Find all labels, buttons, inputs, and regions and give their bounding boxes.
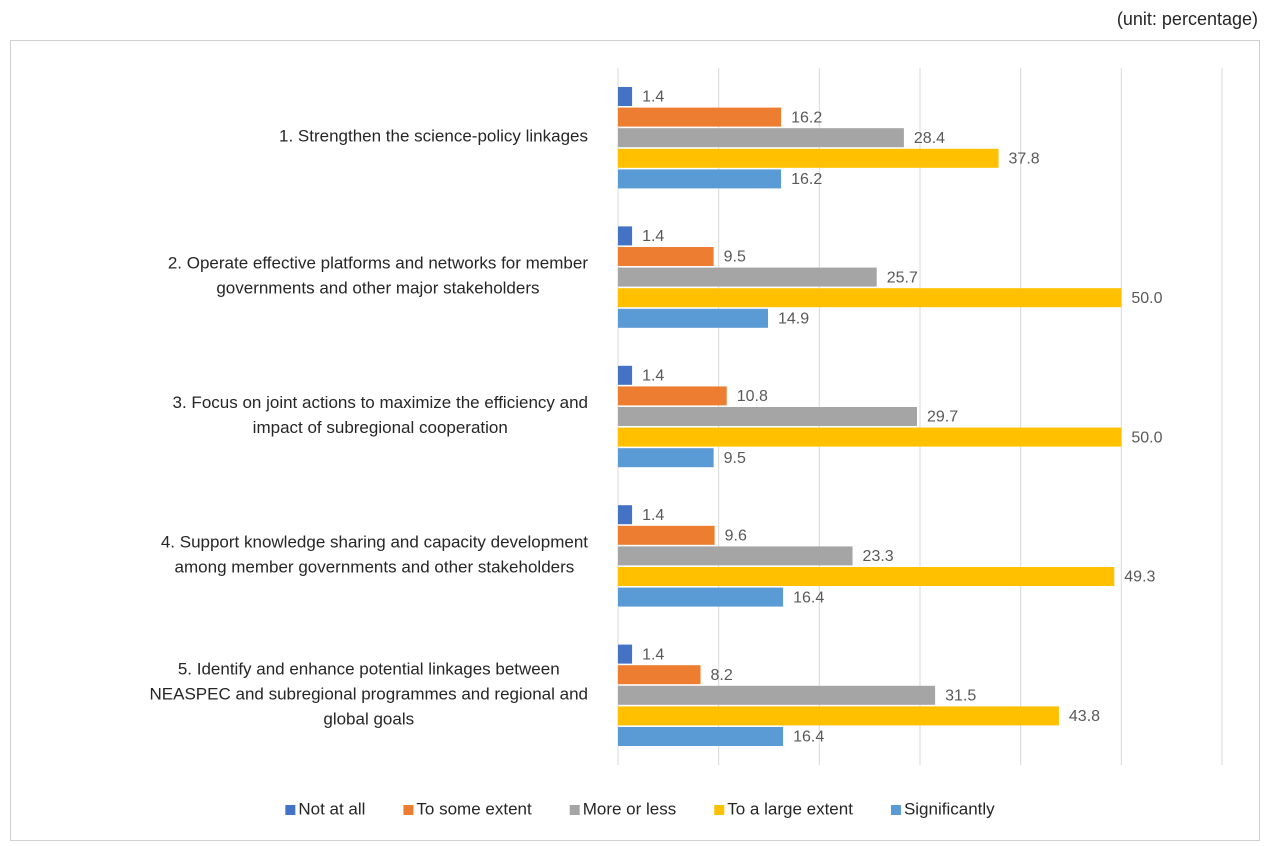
data-label: 1.4 <box>642 89 664 106</box>
bar <box>618 247 714 266</box>
bar <box>618 308 768 328</box>
unit-label: (unit: percentage) <box>1117 9 1258 29</box>
chart-frame <box>10 40 1260 841</box>
category-line: 4. Support knowledge sharing and capacit… <box>161 533 588 552</box>
bar <box>618 706 1059 726</box>
bar <box>618 685 936 705</box>
legend-swatch <box>285 805 296 815</box>
category-line: 1. Strengthen the science-policy linkage… <box>279 127 588 146</box>
bar <box>618 644 633 664</box>
legend-item: To a large extent <box>714 799 853 818</box>
category-label: 1. Strengthen the science-policy linkage… <box>279 127 588 146</box>
data-label: 37.8 <box>1009 151 1040 168</box>
bar <box>618 665 701 685</box>
data-label: 8.2 <box>711 667 733 684</box>
category-label: 2. Operate effective platforms and netwo… <box>168 254 588 298</box>
legend-swatch <box>569 805 580 815</box>
data-label: 16.2 <box>791 171 822 188</box>
bar <box>618 525 715 545</box>
bar <box>618 727 784 746</box>
legend-swatch <box>890 805 901 815</box>
data-label: 28.4 <box>914 130 945 147</box>
bar <box>618 169 782 189</box>
data-label: 1.4 <box>642 228 664 245</box>
bar <box>618 288 1122 308</box>
legend-swatch <box>714 805 725 815</box>
bar <box>618 107 782 127</box>
bar <box>618 386 727 406</box>
category-label: 3. Focus on joint actions to maximize th… <box>173 393 588 437</box>
bar <box>618 148 999 168</box>
category-line: 2. Operate effective platforms and netwo… <box>168 254 588 273</box>
data-label: 50.0 <box>1131 290 1162 307</box>
legend-label: To a large extent <box>727 799 853 818</box>
bar <box>618 505 633 525</box>
bar <box>618 128 904 148</box>
data-label: 29.7 <box>927 409 958 426</box>
legend-label: More or less <box>583 799 677 818</box>
bar <box>618 587 784 607</box>
data-label: 1.4 <box>642 646 664 663</box>
data-label: 43.8 <box>1069 708 1100 725</box>
data-label: 25.7 <box>887 269 918 286</box>
bar <box>618 87 633 106</box>
data-label: 9.5 <box>724 450 746 467</box>
legend-label: To some extent <box>416 799 532 818</box>
legend-swatch <box>403 805 414 815</box>
data-label: 9.6 <box>725 528 747 545</box>
data-label: 49.3 <box>1124 569 1155 586</box>
legend-label: Not at all <box>298 799 365 818</box>
data-label: 10.8 <box>737 388 768 405</box>
category-line: global goals <box>323 710 414 729</box>
data-label: 16.4 <box>793 729 824 746</box>
legend-item: More or less <box>569 799 677 818</box>
data-label: 16.2 <box>791 109 822 126</box>
bar <box>618 267 877 287</box>
bar <box>618 427 1122 447</box>
category-line: NEASPEC and subregional programmes and r… <box>150 685 588 704</box>
data-label: 16.4 <box>793 589 824 606</box>
data-label: 1.4 <box>642 507 664 524</box>
category-line: governments and other major stakeholders <box>216 279 539 298</box>
bar <box>618 365 633 385</box>
category-label: 4. Support knowledge sharing and capacit… <box>161 533 588 577</box>
category-line: impact of subregional cooperation <box>253 418 508 437</box>
legend-item: To some extent <box>403 799 532 818</box>
data-label: 23.3 <box>863 548 894 565</box>
category-line: 3. Focus on joint actions to maximize th… <box>173 393 588 412</box>
bar <box>618 567 1115 586</box>
bar <box>618 546 853 566</box>
legend-label: Significantly <box>904 799 995 818</box>
data-label: 1.4 <box>642 368 664 385</box>
legend-item: Not at all <box>285 799 365 818</box>
category-line: among member governments and other stake… <box>175 558 575 577</box>
data-label: 9.5 <box>724 249 746 266</box>
bar <box>618 448 714 468</box>
category-label: 5. Identify and enhance potential linkag… <box>150 660 588 729</box>
data-label: 50.0 <box>1131 429 1162 446</box>
data-label: 31.5 <box>945 688 976 705</box>
category-line: 5. Identify and enhance potential linkag… <box>178 660 560 679</box>
legend-item: Significantly <box>890 799 995 818</box>
bar <box>618 407 917 426</box>
bar <box>618 226 633 246</box>
data-label: 14.9 <box>778 311 809 328</box>
